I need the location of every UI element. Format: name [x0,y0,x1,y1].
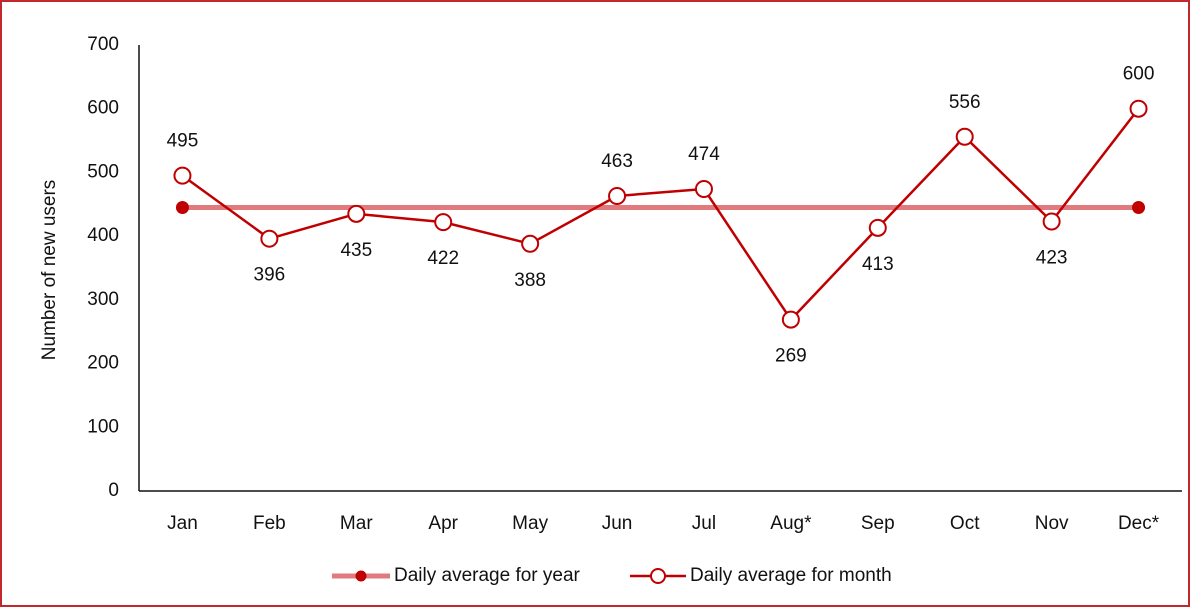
data-label: 396 [254,265,286,286]
x-tick-label: Sep [861,513,895,534]
point [173,166,192,185]
data-label: 388 [514,270,546,291]
x-tick-label: Feb [253,513,286,534]
point [434,213,453,232]
point [608,187,627,206]
data-label: 495 [167,131,199,152]
data-label: 423 [1036,248,1068,269]
y-tick-label: 300 [87,289,119,310]
point [1042,212,1061,231]
point [260,229,279,248]
data-label: 600 [1123,64,1155,85]
year-endpoint [1132,200,1146,214]
data-label: 413 [862,254,894,275]
x-tick-label: Jul [692,513,716,534]
year-endpoint [175,200,189,214]
x-tick-label: Jun [602,513,633,534]
point [781,310,800,329]
x-tick-label: Jan [167,513,198,534]
x-tick-label: May [512,513,548,534]
point [694,179,713,198]
y-tick-label: 0 [108,480,119,501]
point [347,204,366,223]
point [955,127,974,146]
y-tick-label: 100 [87,416,119,437]
x-tick-label: Aug* [770,513,812,534]
y-tick-label: 700 [87,34,119,55]
x-tick-label: Dec* [1118,513,1160,534]
point [868,218,887,237]
y-tick-label: 500 [87,161,119,182]
x-tick-label: Nov [1035,513,1069,534]
data-label: 435 [340,240,372,261]
series-line [181,107,1140,321]
x-tick-label: Mar [340,513,373,534]
x-tick-label: Apr [428,513,458,534]
y-tick-label: 600 [87,98,119,119]
y-tick-label: 200 [87,353,119,374]
legend-marker [355,570,367,582]
data-label: 474 [688,144,720,165]
legend-label: Daily average for month [690,565,892,586]
y-tick-label: 400 [87,225,119,246]
data-label: 463 [601,151,633,172]
point [1129,99,1148,118]
y-axis-label: Number of new users [39,180,60,361]
data-label: 269 [775,346,807,367]
legend-marker [650,568,666,584]
point [521,234,540,253]
data-label: 556 [949,92,981,113]
x-tick-label: Oct [950,513,980,534]
data-label: 422 [427,248,459,269]
legend-label: Daily average for year [394,565,581,586]
